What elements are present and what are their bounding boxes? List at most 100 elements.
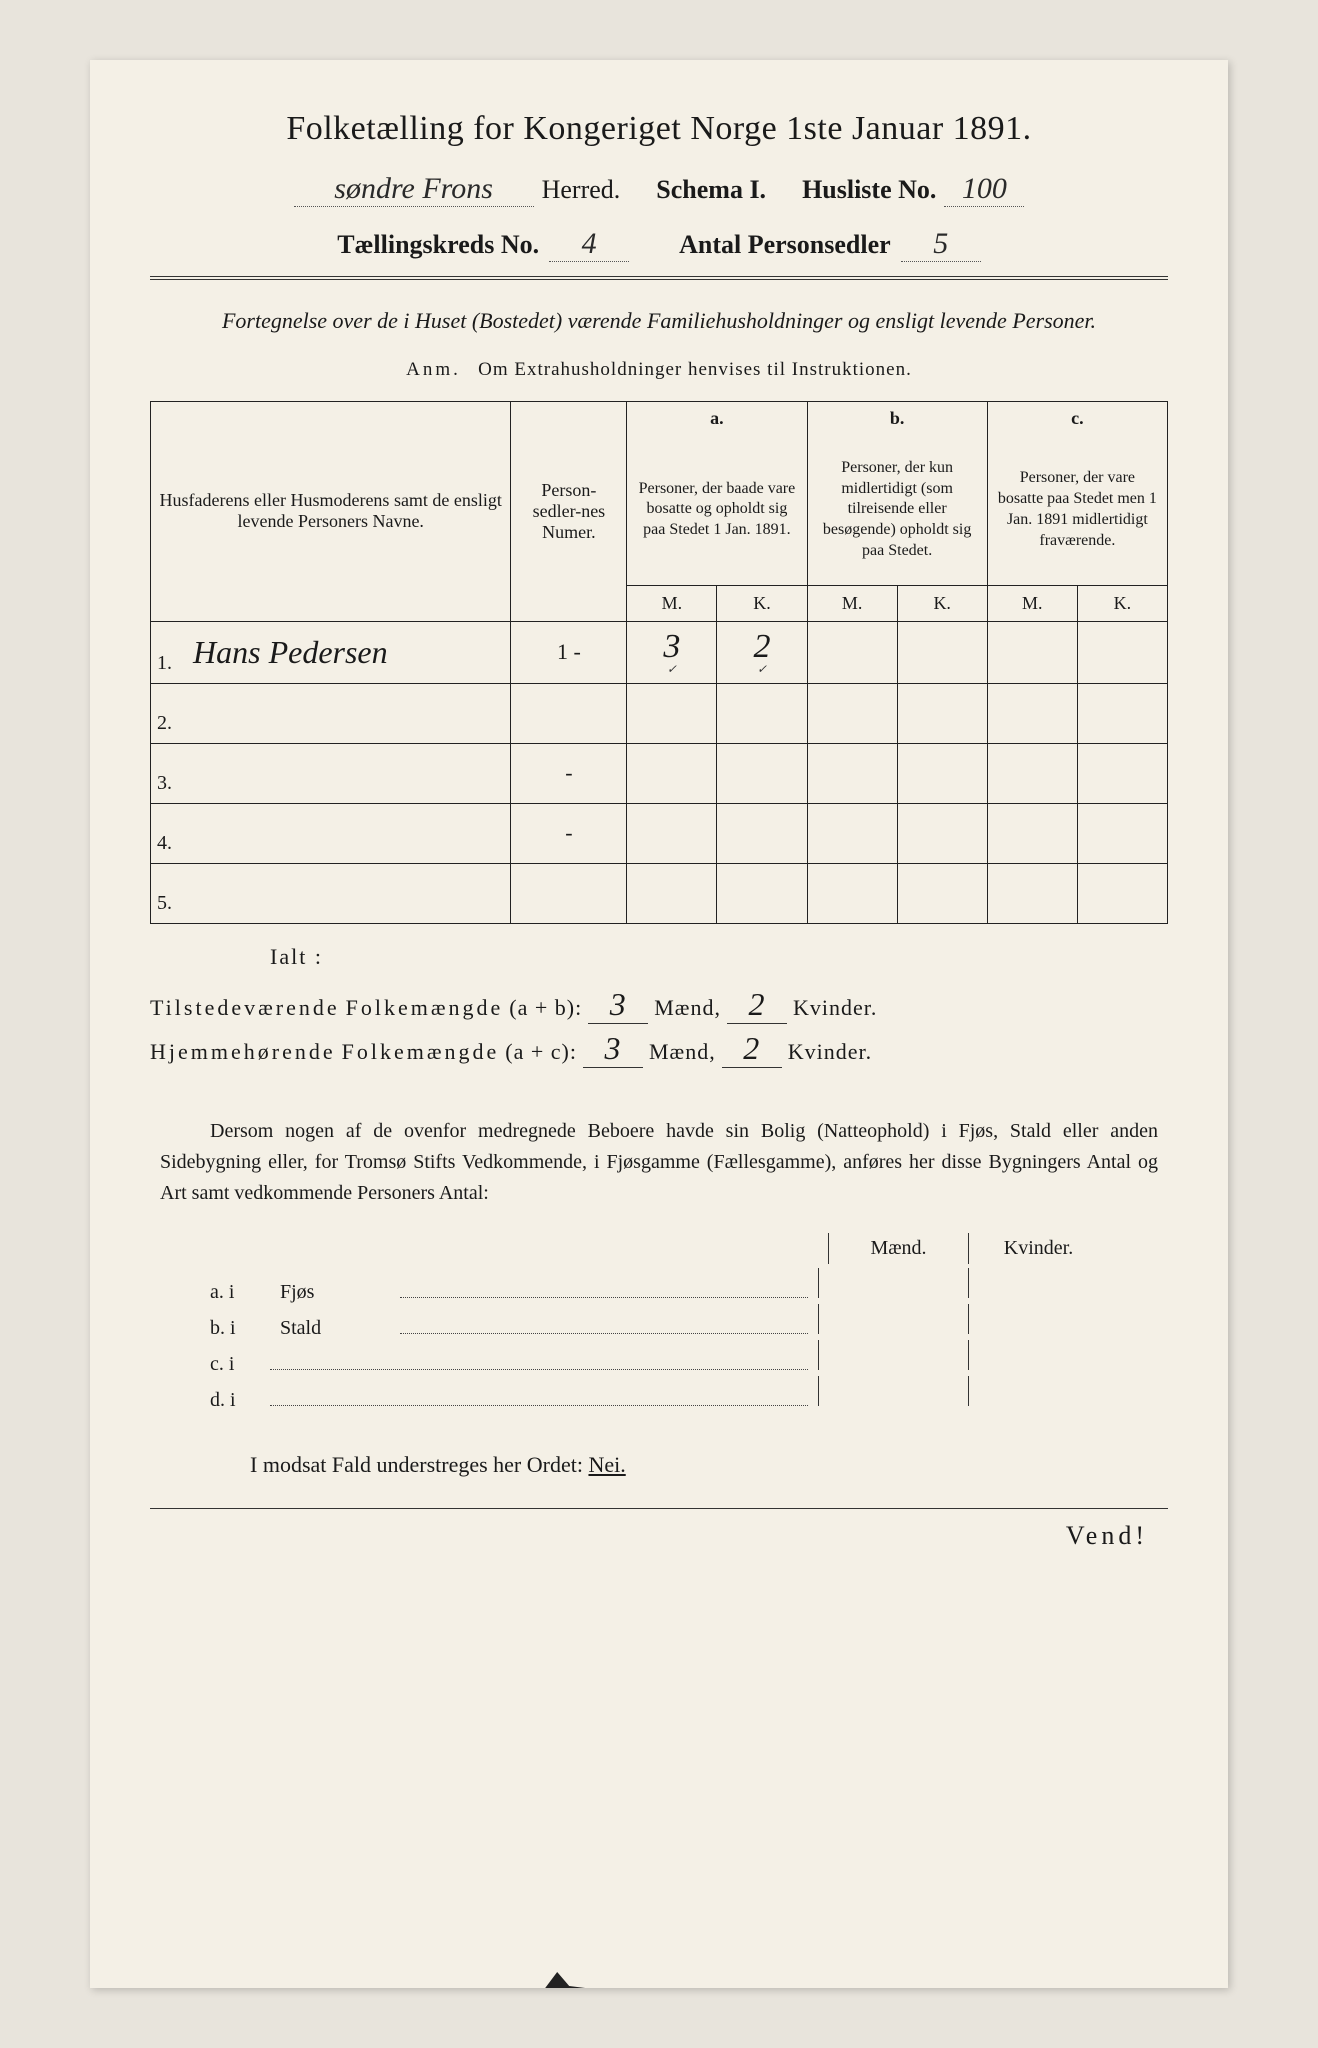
- husliste-label: Husliste No.: [802, 175, 936, 205]
- c-m-cell: [987, 621, 1077, 683]
- tilstede-m: 3: [588, 986, 648, 1024]
- ab-label: (a + b):: [509, 995, 582, 1021]
- col-header-names: Husfaderens eller Husmoderens samt de en…: [151, 402, 511, 622]
- tilstede-line: Tilstedeværende Folkemængde (a + b): 3 M…: [150, 986, 1168, 1024]
- name-cell: 3.: [151, 743, 511, 803]
- tilstede-k: 2: [727, 986, 787, 1024]
- divider-double: [150, 276, 1168, 280]
- nei-line: I modsat Fald understreges her Ordet: Ne…: [250, 1452, 1168, 1478]
- page-title: Folketælling for Kongeriget Norge 1ste J…: [150, 110, 1168, 148]
- kvinder-label-2: Kvinder.: [788, 1039, 872, 1065]
- hjemme-m: 3: [583, 1030, 643, 1068]
- check-mark: ✓: [725, 662, 798, 677]
- nei-prefix: I modsat Fald understreges her Ordet:: [250, 1452, 583, 1477]
- b-m-cell: [807, 863, 897, 923]
- b-k-cell: [897, 621, 987, 683]
- a-k-cell: [717, 863, 807, 923]
- building-m-cell: [818, 1304, 958, 1334]
- col-b-label: b.: [807, 402, 987, 436]
- building-m-cell: [818, 1340, 958, 1370]
- col-header-personsedler: Person-sedler-nes Numer.: [511, 402, 627, 622]
- kreds-number: 4: [549, 227, 629, 262]
- a-k-cell: [717, 683, 807, 743]
- b-m-cell: [807, 621, 897, 683]
- a-k-cell: [717, 803, 807, 863]
- main-table: Husfaderens eller Husmoderens samt de en…: [150, 401, 1168, 924]
- schema-label: Schema I.: [656, 175, 766, 205]
- pnum-cell: -: [511, 803, 627, 863]
- a-k-cell: 2✓: [717, 621, 807, 683]
- hjemme-label: Hjemmehørende: [150, 1039, 336, 1065]
- building-row-label: d. i: [210, 1389, 270, 1412]
- col-c-k: K.: [1077, 585, 1167, 621]
- herred-name-handwritten: søndre Frons: [294, 172, 534, 207]
- a-m-cell: [627, 683, 717, 743]
- col-a-k: K.: [717, 585, 807, 621]
- husliste-number: 100: [944, 172, 1024, 207]
- building-row-type: Fjøs: [280, 1281, 390, 1304]
- table-row: 1.Hans Pedersen 1 - 3✓ 2✓: [151, 621, 1168, 683]
- building-k-cell: [968, 1304, 1108, 1334]
- table-row: 5.: [151, 863, 1168, 923]
- kvinder-label-1: Kvinder.: [793, 995, 877, 1021]
- check-mark: ✓: [635, 662, 708, 677]
- c-k-cell: [1077, 803, 1167, 863]
- building-k-cell: [968, 1340, 1108, 1370]
- building-row-label: a. i: [210, 1281, 270, 1304]
- c-k-cell: [1077, 743, 1167, 803]
- building-kvinder-header: Kvinder.: [968, 1233, 1108, 1264]
- c-m-cell: [987, 743, 1077, 803]
- building-paragraph: Dersom nogen af de ovenfor medregnede Be…: [160, 1116, 1158, 1209]
- building-k-cell: [968, 1268, 1108, 1298]
- c-k-cell: [1077, 863, 1167, 923]
- c-k-cell: [1077, 621, 1167, 683]
- dotted-fill: [400, 1284, 808, 1298]
- maend-label-1: Mænd,: [654, 995, 721, 1021]
- col-b-text: Personer, der kun midlertidigt (som tilr…: [807, 435, 987, 585]
- name-cell: 4.: [151, 803, 511, 863]
- a-m-cell: [627, 743, 717, 803]
- col-b-m: M.: [807, 585, 897, 621]
- a-k-cell: [717, 743, 807, 803]
- b-k-cell: [897, 863, 987, 923]
- col-a-m: M.: [627, 585, 717, 621]
- anm-text: Om Extrahusholdninger henvises til Instr…: [478, 359, 912, 380]
- col-c-m: M.: [987, 585, 1077, 621]
- anm-line: Anm. Om Extrahusholdninger henvises til …: [150, 359, 1168, 381]
- building-header: Mænd. Kvinder.: [210, 1233, 1108, 1264]
- b-m-cell: [807, 743, 897, 803]
- divider-single: [150, 1508, 1168, 1509]
- b-k-cell: [897, 743, 987, 803]
- table-row: 3. -: [151, 743, 1168, 803]
- dotted-fill: [400, 1320, 808, 1334]
- building-maend-header: Mænd.: [828, 1233, 968, 1264]
- c-k-cell: [1077, 683, 1167, 743]
- header-line-2: søndre Frons Herred. Schema I. Husliste …: [150, 172, 1168, 207]
- kreds-label: Tællingskreds No.: [337, 230, 539, 260]
- pnum-cell: 1 -: [511, 621, 627, 683]
- building-k-cell: [968, 1376, 1108, 1406]
- a-m-cell: [627, 803, 717, 863]
- person-name: Hans Pedersen: [193, 634, 388, 670]
- hjemme-line: Hjemmehørende Folkemængde (a + c): 3 Mæn…: [150, 1030, 1168, 1068]
- table-row: 2.: [151, 683, 1168, 743]
- building-row: c. i: [210, 1340, 1108, 1376]
- building-m-cell: [818, 1376, 958, 1406]
- row-number: 5.: [157, 892, 172, 915]
- building-row-type: Stald: [280, 1317, 390, 1340]
- maend-label-2: Mænd,: [649, 1039, 716, 1065]
- col-a-label: a.: [627, 402, 807, 436]
- b-m-cell: [807, 803, 897, 863]
- dotted-fill: [270, 1356, 808, 1370]
- col-c-text: Personer, der vare bosatte paa Stedet me…: [987, 435, 1167, 585]
- anm-prefix: Anm.: [406, 359, 461, 380]
- building-row: a. i Fjøs: [210, 1268, 1108, 1304]
- b-m-cell: [807, 683, 897, 743]
- antal-value: 5: [901, 227, 981, 262]
- page-tear-icon: [545, 1968, 585, 1988]
- col-a-text: Personer, der baade vare bosatte og opho…: [627, 435, 807, 585]
- building-m-cell: [818, 1268, 958, 1298]
- folkem-label-2: Folkemængde: [342, 1039, 500, 1065]
- building-row: b. i Stald: [210, 1304, 1108, 1340]
- c-m-cell: [987, 863, 1077, 923]
